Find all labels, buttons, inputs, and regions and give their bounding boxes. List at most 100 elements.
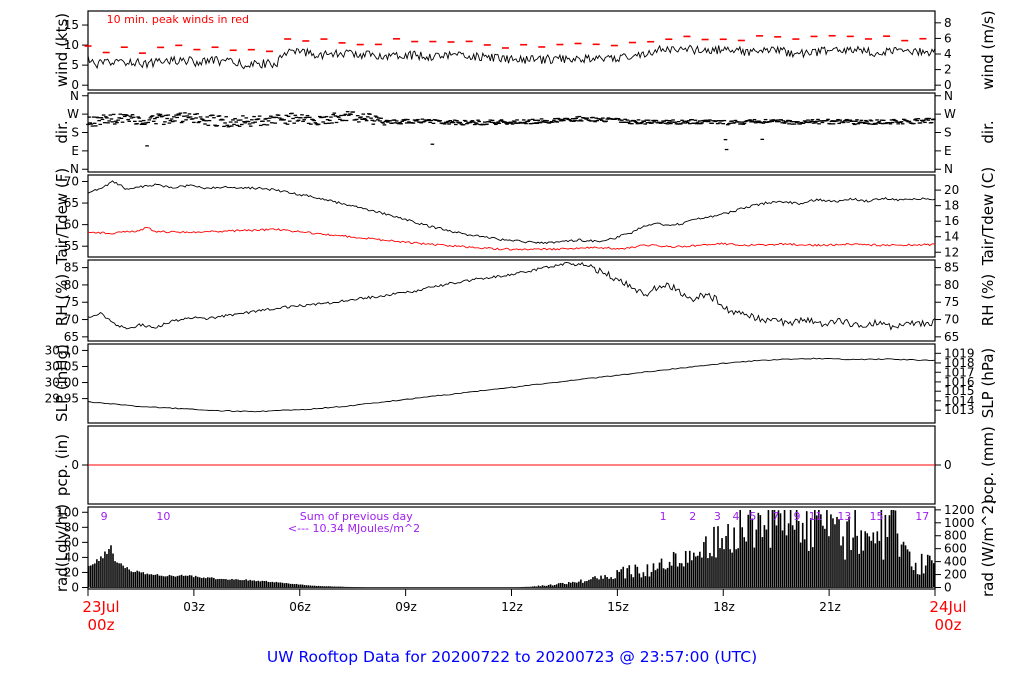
annotation: Sum of previous day <box>300 510 414 523</box>
svg-text:2: 2 <box>944 63 952 77</box>
annotation: 13 <box>837 510 851 523</box>
svg-text:S: S <box>71 126 79 140</box>
svg-text:0: 0 <box>71 580 79 594</box>
svg-text:1019: 1019 <box>944 346 975 360</box>
svg-text:W: W <box>67 107 79 121</box>
svg-text:20: 20 <box>944 183 959 197</box>
svg-text:75: 75 <box>944 295 959 309</box>
svg-text:12: 12 <box>944 245 959 259</box>
svg-text:6: 6 <box>944 31 952 45</box>
svg-text:E: E <box>71 144 79 158</box>
annotation: 5 <box>749 510 756 523</box>
svg-text:0: 0 <box>71 78 79 92</box>
pcp-left-axis-title: pcp. (in) <box>53 433 71 497</box>
x-tick-06z: 06z <box>289 600 311 614</box>
annotation: 11 <box>809 510 823 523</box>
wind-left-axis-title: wind (kts) <box>53 12 71 88</box>
svg-text:65: 65 <box>944 330 959 344</box>
svg-text:30.10: 30.10 <box>45 343 79 357</box>
annotation: 9 <box>101 510 108 523</box>
svg-text:80: 80 <box>64 278 79 292</box>
svg-text:N: N <box>70 162 79 176</box>
annotation: 10 <box>156 510 170 523</box>
svg-text:4: 4 <box>944 47 952 61</box>
svg-text:30.05: 30.05 <box>45 359 79 373</box>
series-air_temperature_F <box>87 180 936 245</box>
slp-left-axis-title: SLP (inHg) <box>53 344 71 422</box>
x-tick-09z: 09z <box>395 600 417 614</box>
svg-text:20: 20 <box>64 565 79 579</box>
svg-text:400: 400 <box>944 555 967 569</box>
svg-text:65: 65 <box>64 196 79 210</box>
svg-text:N: N <box>70 89 79 103</box>
temp-right-axis-title: Tair/Tdew (C) <box>979 166 997 266</box>
rh-right-axis-title: RH (%) <box>979 273 997 327</box>
svg-text:15: 15 <box>64 18 79 32</box>
svg-text:70: 70 <box>64 313 79 327</box>
annotation: 4 <box>732 510 739 523</box>
annotation: 10 min. peak winds in red <box>107 13 249 26</box>
svg-text:0: 0 <box>944 580 952 594</box>
slp-right-axis-title: SLP (hPa) <box>979 347 997 419</box>
svg-text:5: 5 <box>71 58 79 72</box>
panel-rh: 65 70 75 80 85 65 70 75 80 85 <box>64 259 959 344</box>
series-dew_point_F <box>87 226 936 251</box>
svg-text:65: 65 <box>64 330 79 344</box>
svg-text:60: 60 <box>64 218 79 232</box>
rad-left-axis-title: rad(Lgly/hr) <box>53 503 71 593</box>
pcp-right-axis-title: pcp. (mm) <box>979 426 997 504</box>
x-axis-start-label: 23Jul 00z <box>82 598 120 634</box>
svg-text:800: 800 <box>944 529 967 543</box>
svg-text:60: 60 <box>64 535 79 549</box>
svg-text:1018: 1018 <box>944 356 975 370</box>
annotation: 17 <box>915 510 929 523</box>
series-relative_humidity_pct <box>87 261 936 331</box>
svg-text:0: 0 <box>944 458 952 472</box>
page-title: UW Rooftop Data for 20200722 to 20200723… <box>266 648 758 666</box>
wind-right-axis-title: wind (m/s) <box>979 10 997 90</box>
svg-text:29.95: 29.95 <box>45 392 79 406</box>
annotation: 9 <box>793 510 800 523</box>
svg-text:100: 100 <box>56 505 79 519</box>
x-axis <box>87 589 936 596</box>
svg-text:75: 75 <box>64 295 79 309</box>
x-axis-end-label: 24Jul 00z <box>929 598 967 634</box>
svg-text:0: 0 <box>944 78 952 92</box>
svg-text:80: 80 <box>944 278 959 292</box>
x-tick-15z: 15z <box>607 600 629 614</box>
annotation: 2 <box>689 510 696 523</box>
svg-text:N: N <box>944 162 953 176</box>
svg-text:55: 55 <box>64 239 79 253</box>
svg-text:80: 80 <box>64 520 79 534</box>
temp-left-axis-title: Tair/Tdew (F) <box>53 167 71 265</box>
svg-text:85: 85 <box>64 261 79 275</box>
annotation: 7 <box>772 510 779 523</box>
svg-text:S: S <box>944 126 952 140</box>
svg-text:85: 85 <box>944 261 959 275</box>
annotation: 1 <box>660 510 667 523</box>
series-wind_speed_kts <box>87 44 936 70</box>
panel-slp: 29.95 30.00 30.05 30.10 10131014101510161017… <box>45 343 975 424</box>
svg-text:14: 14 <box>944 230 959 244</box>
annotation: 3 <box>714 510 721 523</box>
svg-text:N: N <box>944 89 953 103</box>
svg-text:70: 70 <box>64 174 79 188</box>
svg-text:1017: 1017 <box>944 365 975 379</box>
x-tick-21z: 21z <box>819 600 841 614</box>
svg-text:200: 200 <box>944 568 967 582</box>
svg-text:40: 40 <box>64 550 79 564</box>
x-tick-12z: 12z <box>501 600 523 614</box>
svg-text:1014: 1014 <box>944 394 975 408</box>
rh-left-axis-title: RH (%) <box>53 273 71 327</box>
x-tick-18z: 18z <box>713 600 735 614</box>
svg-text:10: 10 <box>64 38 79 52</box>
dir-right-axis-title: dir. <box>979 120 997 144</box>
svg-text:1013: 1013 <box>944 403 975 417</box>
svg-text:1200: 1200 <box>944 503 975 517</box>
